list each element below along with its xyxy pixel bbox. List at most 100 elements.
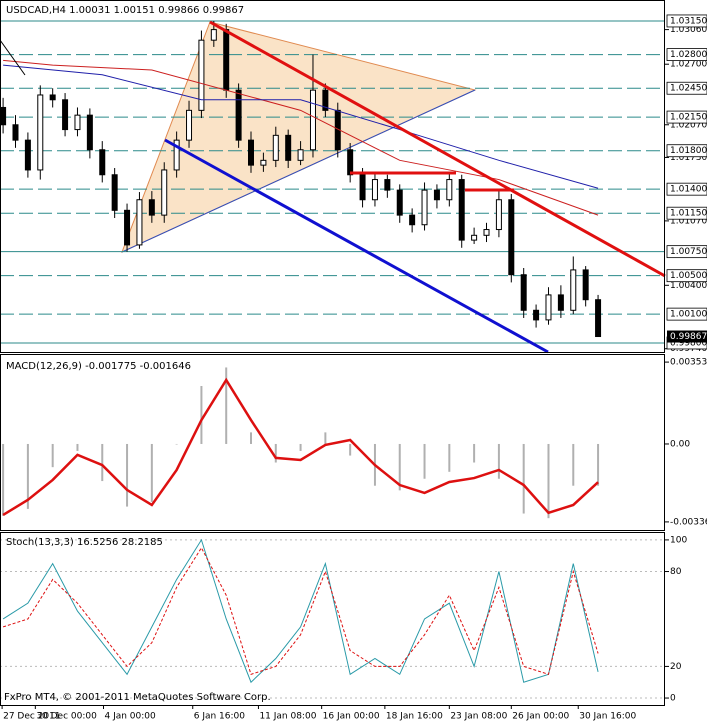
y-tick-label: 1.01730 [670, 153, 707, 163]
candle-body [384, 179, 391, 191]
y-tick-label: 0.003531 [670, 358, 707, 368]
macd-bar [572, 443, 575, 486]
candle-body [148, 199, 155, 216]
macd-bar [597, 443, 600, 486]
candle-body [582, 269, 589, 301]
candle-body [198, 39, 205, 111]
level-label: 1.00500 [670, 271, 707, 281]
panel-title: USDCAD,H4 1.00031 1.00151 0.99866 0.9986… [6, 5, 244, 16]
macd-bar [2, 443, 5, 516]
macd-bar [423, 443, 426, 479]
candle-body [111, 174, 118, 211]
x-tick-label: 30 Dec 00:00 [36, 712, 97, 722]
candle-body [371, 179, 378, 201]
moving-average [3, 59, 599, 216]
level-label-box [666, 269, 707, 283]
y-tick-label: 1.01070 [670, 216, 707, 226]
candle-body [508, 199, 515, 276]
x-tick-label: 4 Jan 00:00 [104, 712, 156, 722]
trend-line [164, 138, 549, 354]
macd-bar [51, 443, 54, 468]
level-label-box [666, 307, 707, 321]
macd-bar [150, 443, 153, 502]
y-tick-label: 0 [670, 694, 676, 704]
macd-bar [497, 443, 500, 479]
level-label: 1.00750 [670, 247, 707, 257]
trend-line [0, 39, 26, 76]
candle-body [210, 29, 217, 41]
macd-bar [175, 443, 178, 445]
candle-body [62, 99, 69, 131]
candle-body [347, 149, 354, 176]
macd-bar [473, 443, 476, 463]
level-label: 1.00100 [670, 310, 707, 320]
trend-line [209, 20, 666, 278]
moving-average [3, 64, 599, 189]
level-label: 1.01400 [670, 185, 707, 195]
level-label: 0.99800 [670, 338, 707, 348]
candle-body [161, 169, 168, 216]
macd-bar [522, 443, 525, 514]
candle-body [446, 179, 453, 201]
macd-bar [324, 432, 327, 444]
level-label: 1.01150 [670, 209, 707, 219]
panel-frame [0, 0, 665, 353]
level-label: 1.01800 [670, 146, 707, 156]
macd-bar [200, 386, 203, 444]
level-label: 1.03150 [670, 16, 707, 26]
candle-body [495, 199, 502, 231]
candle-body [557, 294, 564, 311]
candle-body [409, 214, 416, 226]
candle-body [223, 29, 230, 91]
candle-body [359, 174, 366, 201]
y-tick-label: 0.00 [670, 439, 690, 449]
x-tick-label: 11 Jan 08:00 [259, 712, 316, 722]
panel-frame [0, 354, 665, 531]
macd-bar [547, 443, 550, 519]
candle-body [309, 89, 316, 151]
candle-body [421, 189, 428, 226]
macd-bar [225, 367, 228, 444]
level-label-box [666, 14, 707, 28]
macd-bar [349, 443, 352, 456]
candle-body [0, 106, 7, 126]
level-label-box [666, 81, 707, 95]
candle-body [520, 274, 527, 311]
x-tick-label: 27 Dec 2011 [3, 712, 61, 722]
candle-body [173, 139, 180, 171]
candle-body [322, 89, 329, 111]
panel-title: MACD(12,26,9) -0.001775 -0.001646 [6, 361, 191, 372]
macd-bar [398, 443, 401, 491]
y-tick-label: 80 [670, 567, 682, 577]
candle-body [260, 159, 267, 166]
candle-body [483, 229, 490, 236]
macd-bar [250, 432, 253, 444]
macd-bar [274, 443, 277, 463]
candle-body [235, 89, 242, 141]
trend-line [121, 89, 476, 253]
level-label: 1.02150 [670, 113, 707, 123]
macd-bar [448, 443, 451, 472]
level-label-box [666, 48, 707, 61]
candle-body [471, 234, 478, 241]
stoch-signal [2, 546, 599, 675]
macd-bar [101, 443, 104, 482]
y-tick-label: -0.003361 [670, 517, 707, 527]
macd-bar [126, 443, 129, 507]
level-label-box [666, 110, 707, 124]
panel-title: Stoch(13,3,3) 16.5256 28.2185 [6, 537, 163, 548]
x-tick-label: 26 Jan 00:00 [512, 712, 569, 722]
watermark: FxPro MT4, © 2001-2011 MetaQuotes Softwa… [4, 692, 271, 703]
x-tick-label: 30 Jan 16:00 [579, 712, 636, 722]
macd-bar [26, 443, 29, 509]
y-tick-label: 1.03060 [670, 25, 707, 35]
candle-body [136, 199, 143, 246]
macd-bar [299, 443, 302, 451]
y-tick-label: 20 [670, 662, 682, 672]
y-tick-label: 1.02070 [670, 120, 707, 130]
candle-body [272, 134, 279, 161]
candle-body [49, 94, 56, 101]
x-tick-label: 6 Jan 16:00 [194, 712, 246, 722]
